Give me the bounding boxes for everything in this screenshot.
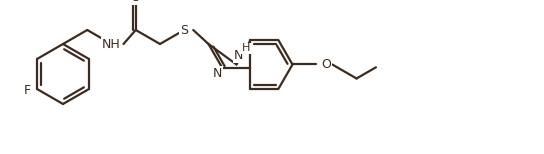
- Text: NH: NH: [102, 38, 121, 51]
- Text: H: H: [242, 43, 251, 53]
- Text: N: N: [213, 67, 222, 80]
- Text: O: O: [130, 0, 140, 4]
- Text: F: F: [24, 83, 31, 97]
- Text: O: O: [322, 58, 331, 71]
- Text: N: N: [234, 49, 243, 62]
- Text: S: S: [180, 24, 188, 36]
